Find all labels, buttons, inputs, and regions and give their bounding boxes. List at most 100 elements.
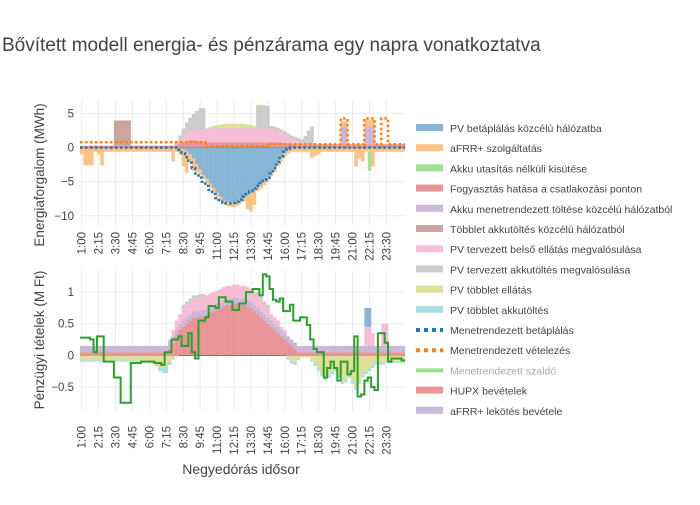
bottom-pos-bar (259, 298, 263, 312)
bottom-pos-bar (184, 323, 189, 356)
legend-label: PV többlet ellátás (450, 285, 532, 297)
bottom-neg-bar (140, 355, 145, 361)
top-pos-bar (286, 143, 291, 148)
top-pos-bar (205, 142, 209, 148)
bottom-pos-bar (391, 352, 395, 356)
bottom-pos-bar (276, 333, 280, 356)
legend-swatch (416, 285, 443, 293)
top-pos-bar (340, 126, 345, 145)
top-pos-bar (208, 128, 213, 143)
bottom-neg-bar (90, 360, 94, 362)
top-pos-bar (212, 125, 216, 128)
bottom-pos-bar (137, 352, 142, 356)
bottom-neg-bar (398, 361, 402, 363)
top-neg-bar (286, 149, 291, 154)
bottom-pos-bar (259, 311, 263, 318)
bottom-pos-bar (357, 352, 362, 356)
bottom-neg-bar (371, 355, 375, 365)
bottom-pos-bar (401, 352, 406, 356)
bottom-neg-bar (120, 355, 125, 361)
bottom-pos-bar (364, 307, 368, 327)
bottom-neg-bar (377, 355, 382, 362)
top-pos-bar (191, 113, 196, 130)
bottom-pos-bar (249, 307, 253, 356)
bottom-neg-bar (354, 355, 358, 387)
top-neg-bar (201, 147, 206, 175)
bottom-neg-bar (93, 355, 98, 361)
bottom-pos-bar (96, 345, 101, 353)
top-y-tick-label: 5 (68, 109, 74, 121)
bottom-pos-bar (218, 288, 223, 302)
top-neg-bar (394, 147, 399, 152)
top-neg-bar (218, 147, 223, 197)
top-pos-bar (215, 127, 219, 129)
top-pos-bar (262, 105, 267, 129)
bottom-pos-bar (300, 345, 304, 353)
top-neg-bar (381, 147, 385, 152)
bottom-neg-bar (293, 361, 297, 365)
top-pos-bar (235, 142, 240, 148)
bottom-pos-bar (191, 317, 196, 356)
bottom-pos-bar (157, 345, 162, 353)
bottom-pos-bar (269, 320, 274, 327)
top-pos-bar (333, 144, 338, 148)
bottom-pos-bar (178, 314, 182, 324)
top-pos-bar (377, 144, 382, 148)
bottom-pos-bar (100, 352, 104, 356)
top-neg-bar (124, 147, 128, 152)
bottom-pos-bar (188, 314, 192, 321)
top-neg-bar (232, 147, 236, 203)
bottom-neg-bar (289, 360, 294, 364)
bottom-pos-bar (201, 316, 206, 356)
top-pos-bar (222, 128, 226, 143)
top-pos-bar (398, 144, 402, 148)
bottom-neg-bar (313, 355, 318, 363)
top-pos-bar (249, 127, 253, 129)
bottom-neg-bar (134, 355, 138, 361)
top-x-tick-label: 19:45 (331, 232, 343, 261)
bottom-x-tick-label: 1:00 (77, 426, 89, 448)
legend-label: Menetrendezett vételezés (450, 345, 570, 357)
top-neg-bar (151, 147, 155, 152)
bottom-pos-bar (367, 345, 372, 353)
bottom-pos-bar (83, 352, 87, 356)
top-pos-bar (195, 140, 199, 148)
bottom-neg-bar (137, 355, 142, 361)
top-neg-bar (86, 147, 91, 166)
bottom-pos-bar (205, 295, 209, 308)
bottom-neg-bar (286, 355, 291, 359)
bottom-pos-bar (272, 317, 277, 324)
bottom-pos-bar (184, 317, 189, 324)
bottom-neg-bar (313, 362, 318, 367)
bottom-pos-bar (262, 320, 267, 356)
bottom-pos-bar (188, 298, 192, 302)
bottom-pos-bar (306, 352, 311, 356)
top-pos-bar (140, 145, 145, 148)
bottom-pos-bar (222, 306, 226, 356)
top-pos-bar (245, 124, 250, 128)
top-pos-bar (296, 141, 301, 145)
bottom-pos-bar (242, 298, 247, 305)
bottom-pos-bar (181, 304, 186, 308)
top-pos-bar (344, 144, 348, 148)
top-neg-bar (354, 147, 358, 167)
bottom-neg-bar (327, 355, 331, 375)
bottom-neg-bar (360, 374, 365, 378)
bottom-pos-bar (388, 345, 392, 353)
bottom-neg-bar (344, 379, 348, 383)
top-neg-bar (144, 147, 148, 152)
top-pos-bar (300, 139, 304, 143)
top-pos-bar (306, 144, 311, 148)
bottom-neg-bar (357, 380, 362, 384)
bottom-pos-bar (303, 345, 307, 353)
bottom-neg-bar (286, 358, 291, 360)
bottom-pos-bar (208, 293, 213, 307)
bottom-y-tick-label: 0 (68, 350, 74, 362)
top-neg-bar (235, 147, 240, 202)
bottom-pos-bar (188, 301, 192, 315)
bottom-pos-bar (306, 345, 311, 353)
bottom-pos-bar (313, 352, 318, 356)
bottom-pos-bar (296, 352, 301, 356)
top-pos-bar (120, 120, 125, 146)
bottom-pos-bar (140, 352, 145, 356)
